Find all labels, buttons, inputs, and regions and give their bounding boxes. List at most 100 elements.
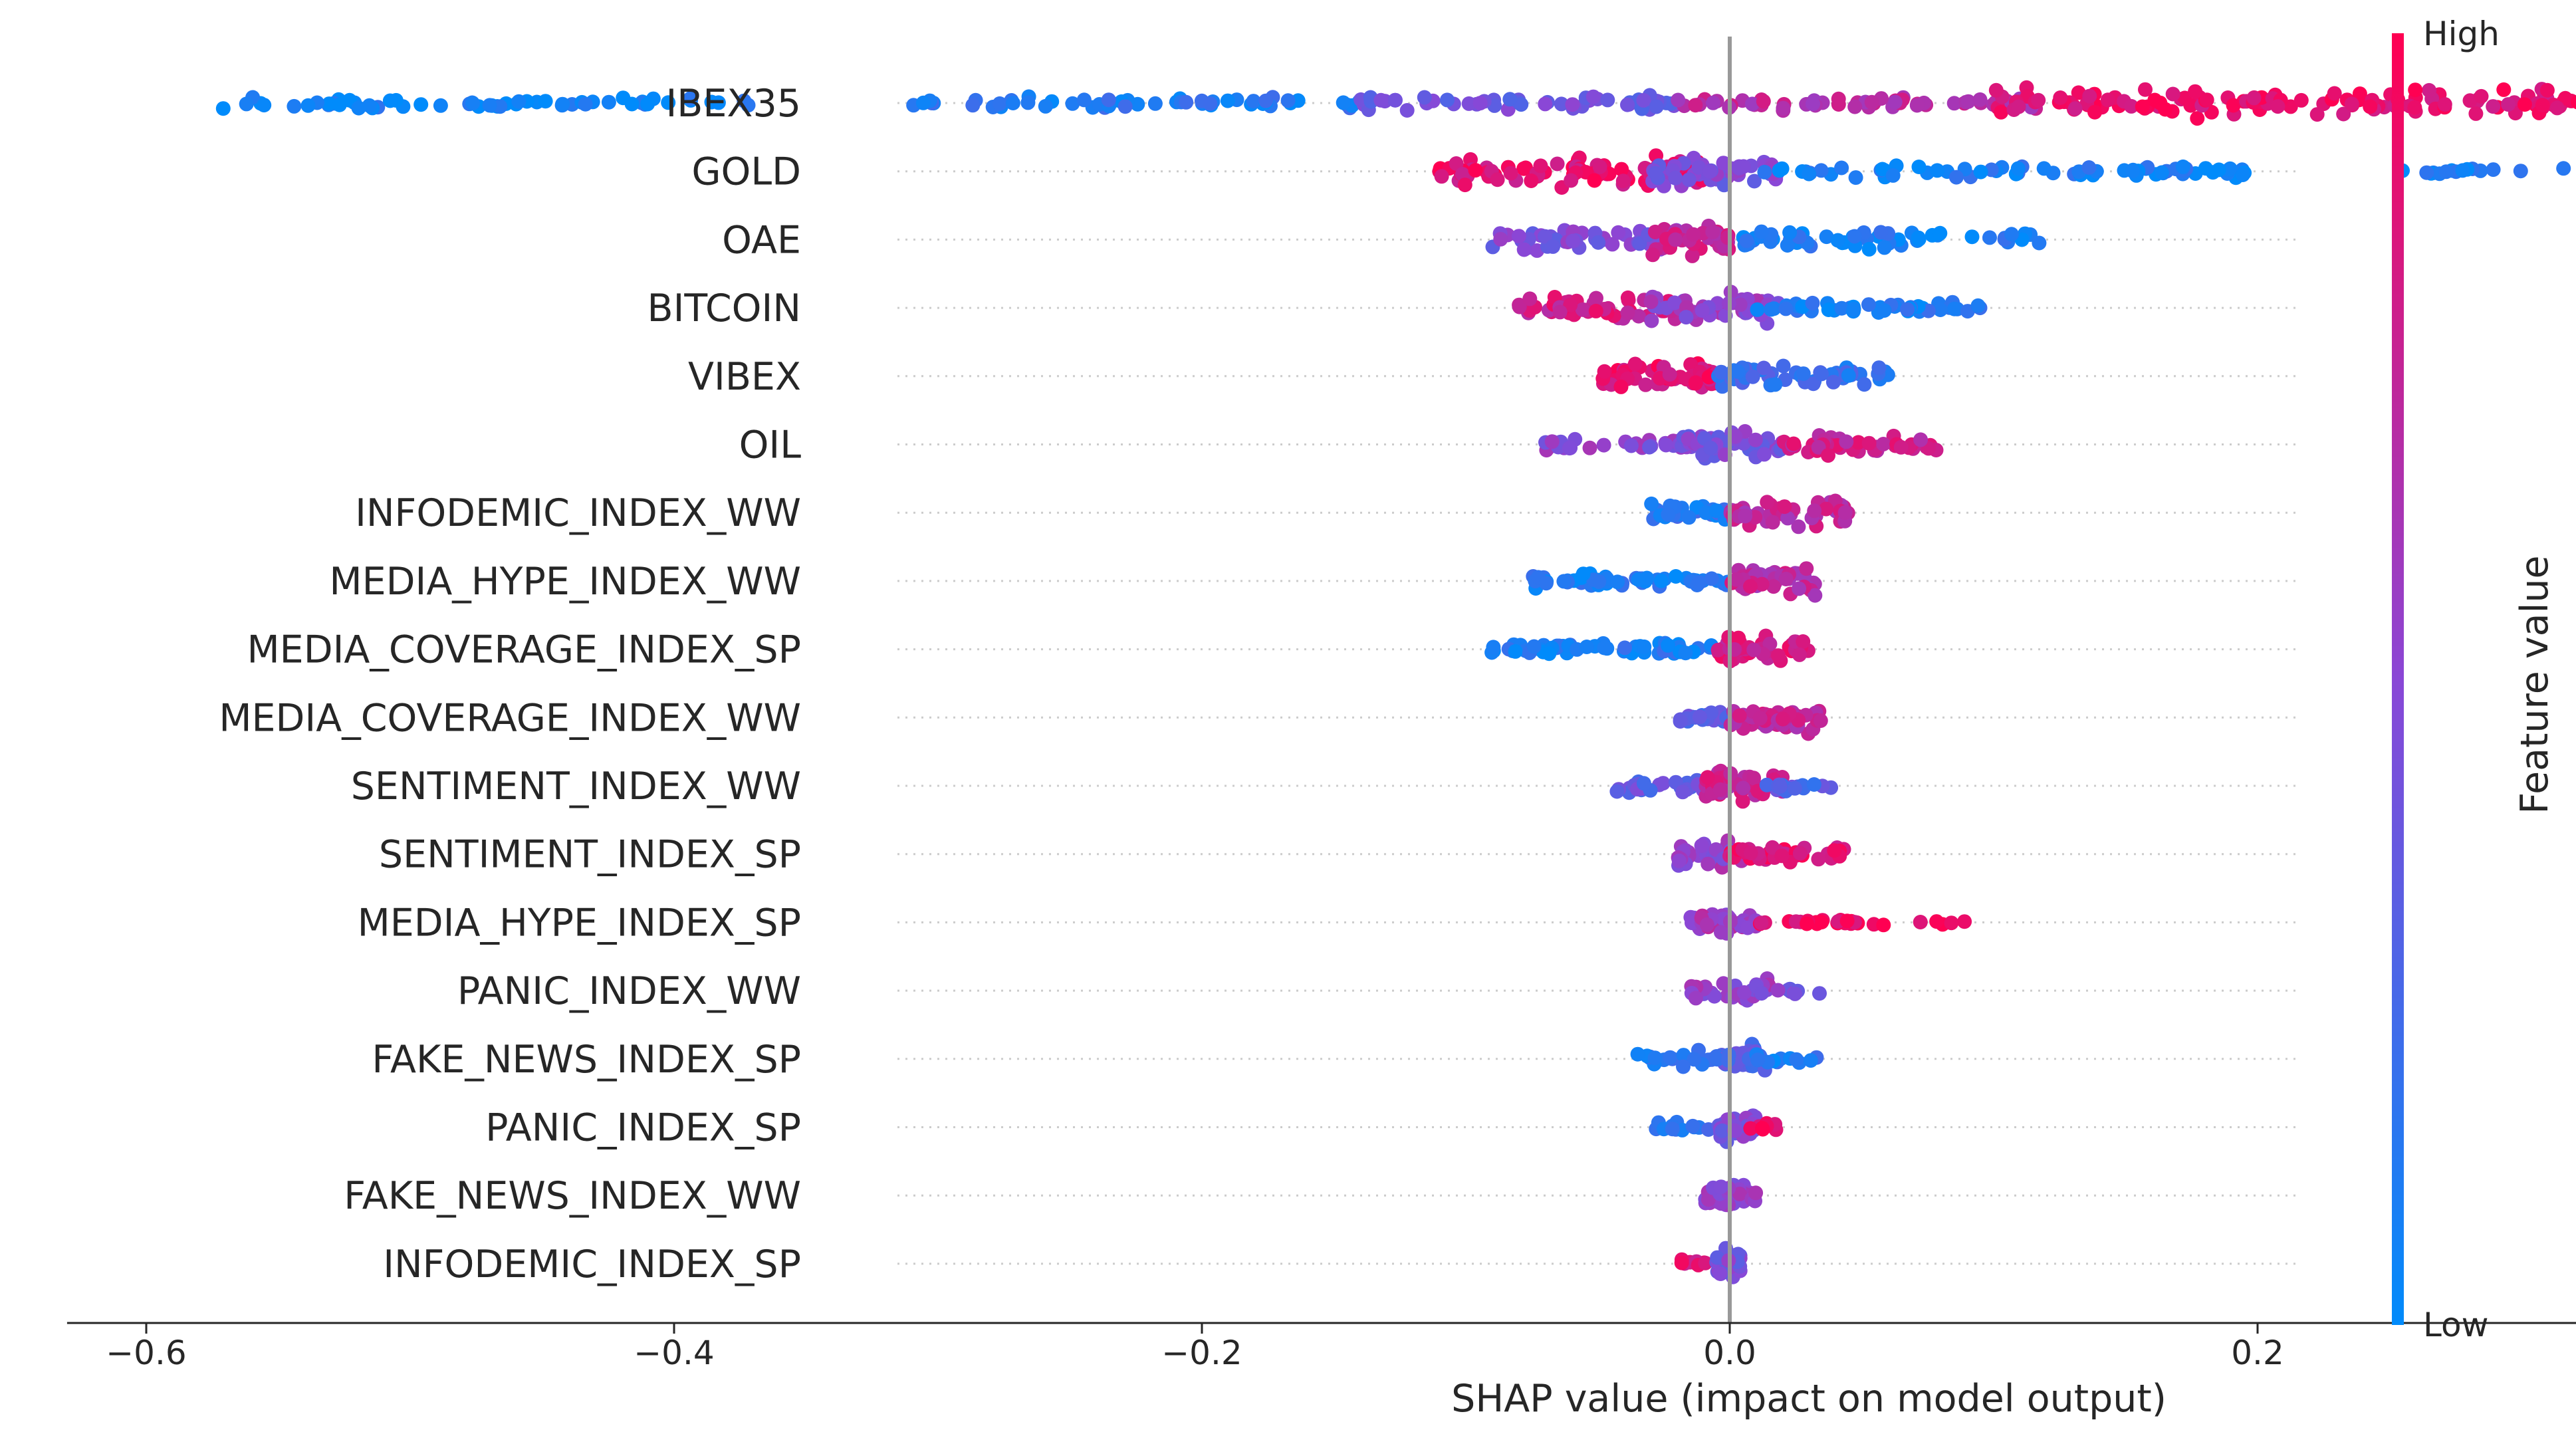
shap-point xyxy=(1417,90,1432,105)
shap-point xyxy=(1685,1118,1700,1134)
shap-point xyxy=(2246,90,2262,106)
shap-point xyxy=(1681,510,1697,525)
shap-point xyxy=(1748,1185,1764,1201)
shap-point xyxy=(2437,97,2452,112)
shap-point xyxy=(1512,299,1527,314)
shap-point xyxy=(2175,159,2190,174)
shap-point xyxy=(1611,225,1626,240)
shap-point xyxy=(1730,364,1746,379)
shap-point xyxy=(1668,569,1683,584)
shap-point xyxy=(1246,94,1261,109)
shap-point xyxy=(1770,983,1786,998)
shap-point xyxy=(2468,106,2484,121)
shap-point xyxy=(1729,572,1744,587)
shap-point xyxy=(2188,84,2203,99)
shap-point xyxy=(1688,98,1703,113)
feature-label: INFODEMIC_INDEX_SP xyxy=(383,1243,801,1286)
shap-point xyxy=(1825,374,1841,390)
shap-point xyxy=(1542,646,1557,661)
x-axis: −0.6−0.4−0.20.00.20.4 SHAP value (impact… xyxy=(66,1322,2576,1421)
shap-point xyxy=(1789,1052,1804,1067)
shap-point xyxy=(1644,313,1659,328)
feature-label: SENTIMENT_INDEX_WW xyxy=(351,765,801,808)
shap-point xyxy=(1706,989,1722,1004)
shap-point xyxy=(1834,300,1849,316)
shap-point xyxy=(1700,1192,1716,1207)
shap-point xyxy=(1647,224,1663,239)
shap-point xyxy=(1712,782,1728,797)
shap-point xyxy=(1756,94,1771,109)
shap-point xyxy=(1705,224,1720,239)
feature-label: SENTIMENT_INDEX_SP xyxy=(379,833,801,877)
shap-point xyxy=(624,96,640,112)
shap-point xyxy=(1803,1053,1818,1068)
shap-point xyxy=(1702,164,1718,179)
shap-point xyxy=(2474,88,2489,104)
shap-point xyxy=(1800,916,1814,931)
beeswarm-points xyxy=(215,80,2576,1284)
shap-point xyxy=(1864,94,1879,110)
shap-point xyxy=(1913,432,1929,447)
shap-point xyxy=(1791,519,1806,535)
shap-point xyxy=(1754,915,1769,931)
shap-point xyxy=(1597,364,1612,379)
shap-point xyxy=(2081,160,2097,175)
shap-point xyxy=(1973,164,1988,180)
shap-point xyxy=(1750,1052,1766,1068)
shap-point xyxy=(2222,161,2238,176)
shap-point xyxy=(1587,173,1602,188)
shap-point xyxy=(1851,435,1866,450)
shap-point xyxy=(1972,92,1988,107)
shap-point xyxy=(1909,98,1925,113)
shap-point xyxy=(1746,771,1762,786)
row-guides xyxy=(897,102,2300,1265)
shap-point xyxy=(1576,566,1591,582)
shap-point xyxy=(2010,161,2026,176)
shap-point xyxy=(992,96,1007,111)
shap-point xyxy=(1765,515,1780,530)
shap-point xyxy=(2270,99,2285,114)
shap-point xyxy=(1615,174,1631,189)
feature-label: PANIC_INDEX_WW xyxy=(457,969,801,1013)
shap-point xyxy=(1787,780,1802,796)
feature-label: FAKE_NEWS_INDEX_WW xyxy=(344,1174,801,1218)
shap-point xyxy=(1780,238,1795,253)
shap-point xyxy=(2147,92,2163,108)
colorbar: High Low Feature value xyxy=(2392,15,2557,1344)
shap-point xyxy=(1788,986,1803,1001)
shap-point xyxy=(1566,233,1581,249)
shap-point xyxy=(1468,163,1483,178)
shap-point xyxy=(1514,97,1529,112)
shap-point xyxy=(2293,92,2309,108)
shap-point xyxy=(1877,240,1892,255)
shap-point xyxy=(1620,305,1635,320)
x-tick-label: −0.6 xyxy=(106,1334,186,1372)
shap-point xyxy=(1710,1250,1725,1265)
shap-point xyxy=(1714,364,1728,380)
shap-point xyxy=(1589,291,1603,306)
shap-point xyxy=(1982,230,1997,245)
shap-point xyxy=(1808,588,1823,603)
shap-point xyxy=(1667,295,1682,310)
shap-point xyxy=(1806,96,1820,112)
shap-point xyxy=(1811,439,1826,455)
shap-point xyxy=(661,95,676,110)
shap-point xyxy=(1743,579,1758,594)
shap-point xyxy=(1780,511,1796,526)
shap-point xyxy=(1643,294,1659,309)
shap-point xyxy=(1807,503,1822,519)
shap-point xyxy=(1556,574,1572,589)
shap-point xyxy=(1147,96,1163,111)
shap-point xyxy=(1614,162,1629,177)
shap-point xyxy=(1857,377,1872,392)
feature-label: BITCOIN xyxy=(647,287,801,330)
shap-point xyxy=(1714,1123,1730,1138)
shap-point xyxy=(2422,82,2436,98)
shap-point xyxy=(1893,439,1909,455)
shap-point xyxy=(2486,99,2501,114)
shap-point xyxy=(1738,509,1753,524)
shap-point xyxy=(1671,853,1687,868)
shap-point xyxy=(1948,170,1964,185)
shap-point xyxy=(1552,304,1568,320)
